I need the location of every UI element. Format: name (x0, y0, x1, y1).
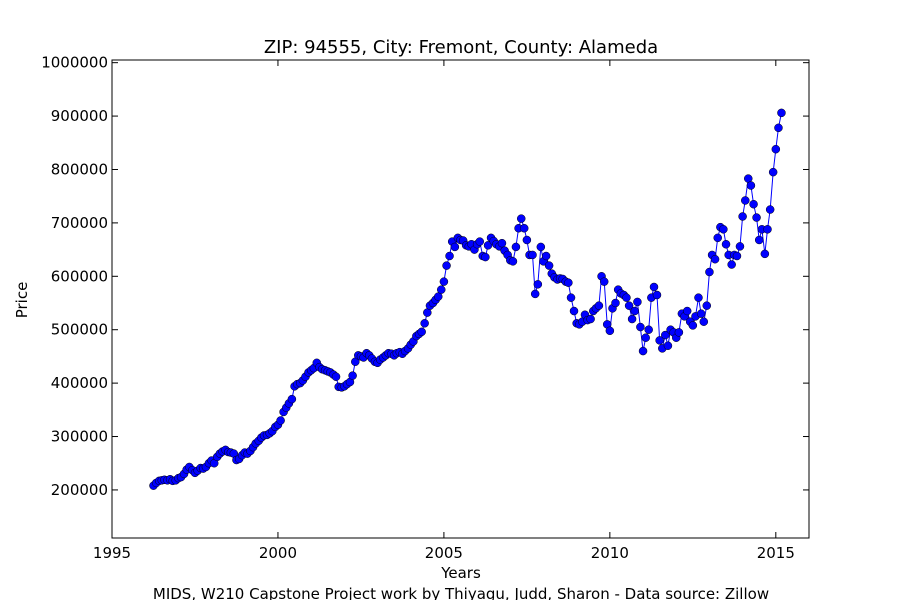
price-point (530, 289, 540, 299)
price-point (624, 301, 634, 310)
x-axis-label: Years (440, 564, 481, 582)
price-point (754, 235, 764, 245)
y-tick-label: 300000 (51, 428, 108, 446)
price-point (566, 293, 576, 302)
price-point (774, 123, 783, 133)
price-point (586, 314, 595, 324)
price-point (633, 297, 642, 307)
price-point (752, 213, 761, 222)
price-point (528, 250, 537, 260)
price-point (497, 238, 507, 248)
price-point (641, 333, 650, 342)
x-tick-label: 2010 (591, 544, 629, 562)
x-tick-label: 2015 (757, 544, 795, 562)
price-point (702, 301, 712, 310)
price-point (713, 233, 722, 243)
y-tick-label: 900000 (51, 107, 108, 125)
price-point (445, 251, 454, 261)
y-tick-label: 200000 (51, 481, 108, 499)
price-point (738, 212, 747, 221)
price-point (436, 285, 446, 294)
y-tick-label: 400000 (51, 374, 108, 392)
price-point (544, 261, 554, 270)
price-point (483, 241, 493, 250)
price-point (768, 167, 778, 177)
price-point (287, 394, 297, 404)
y-tick-label: 600000 (51, 267, 108, 285)
price-point (710, 254, 720, 264)
price-point (644, 325, 653, 334)
price-point (481, 252, 490, 262)
price-point (732, 251, 742, 261)
price-point (627, 314, 637, 324)
price-point (611, 298, 620, 308)
price-point (605, 326, 615, 336)
x-tick-label: 1995 (93, 544, 131, 562)
x-tick-label: 2005 (425, 544, 463, 562)
price-point (655, 336, 664, 345)
price-point (749, 199, 758, 209)
price-point (727, 260, 736, 269)
price-point (777, 108, 786, 118)
price-point (719, 225, 728, 234)
price-point (721, 240, 731, 249)
price-point (694, 293, 703, 302)
price-point (475, 237, 485, 246)
price-point (519, 223, 529, 233)
price-point (705, 267, 714, 277)
price-point (735, 242, 745, 251)
price-point (741, 196, 750, 205)
price-point (450, 242, 460, 252)
price-point (439, 277, 449, 286)
price-point (348, 371, 357, 380)
price-point (638, 346, 648, 356)
price-point (511, 242, 521, 252)
price-point (649, 282, 659, 292)
price-point (442, 261, 451, 270)
y-tick-label: 1000000 (41, 54, 108, 72)
price-point (771, 144, 781, 154)
price-point (536, 242, 546, 252)
price-point (636, 322, 645, 332)
price-point (522, 235, 532, 245)
price-point (688, 321, 698, 330)
price-point (661, 330, 670, 340)
price-point (599, 277, 609, 286)
price-point (331, 372, 341, 381)
x-tick-label: 2000 (259, 544, 297, 562)
y-axis-label: Price (13, 282, 31, 319)
price-point (594, 301, 604, 310)
price-point (533, 280, 543, 289)
price-point (508, 257, 518, 266)
price-point (674, 328, 684, 337)
price-point (765, 205, 775, 214)
price-point (763, 225, 772, 234)
price-point (569, 306, 579, 316)
y-tick-label: 800000 (51, 160, 108, 178)
price-point (746, 181, 756, 190)
price-point (276, 416, 285, 425)
price-point (564, 278, 573, 287)
price-point (682, 306, 692, 316)
footer: MIDS, W210 Capstone Project work by Thiy… (153, 585, 769, 600)
price-point (420, 319, 429, 328)
price-point (622, 293, 631, 302)
price-point (663, 341, 673, 350)
y-tick-label: 500000 (51, 321, 108, 339)
plot-frame (111, 59, 810, 539)
y-tick-label: 700000 (51, 214, 108, 232)
price-point (652, 290, 662, 300)
price-point (417, 327, 426, 337)
price-point (541, 251, 551, 261)
price-point (516, 214, 526, 223)
price-point (699, 317, 709, 326)
price-point (760, 249, 770, 259)
chart-title: ZIP: 94555, City: Fremont, County: Alame… (264, 37, 658, 58)
price-point (696, 309, 706, 318)
price-point (630, 306, 639, 316)
